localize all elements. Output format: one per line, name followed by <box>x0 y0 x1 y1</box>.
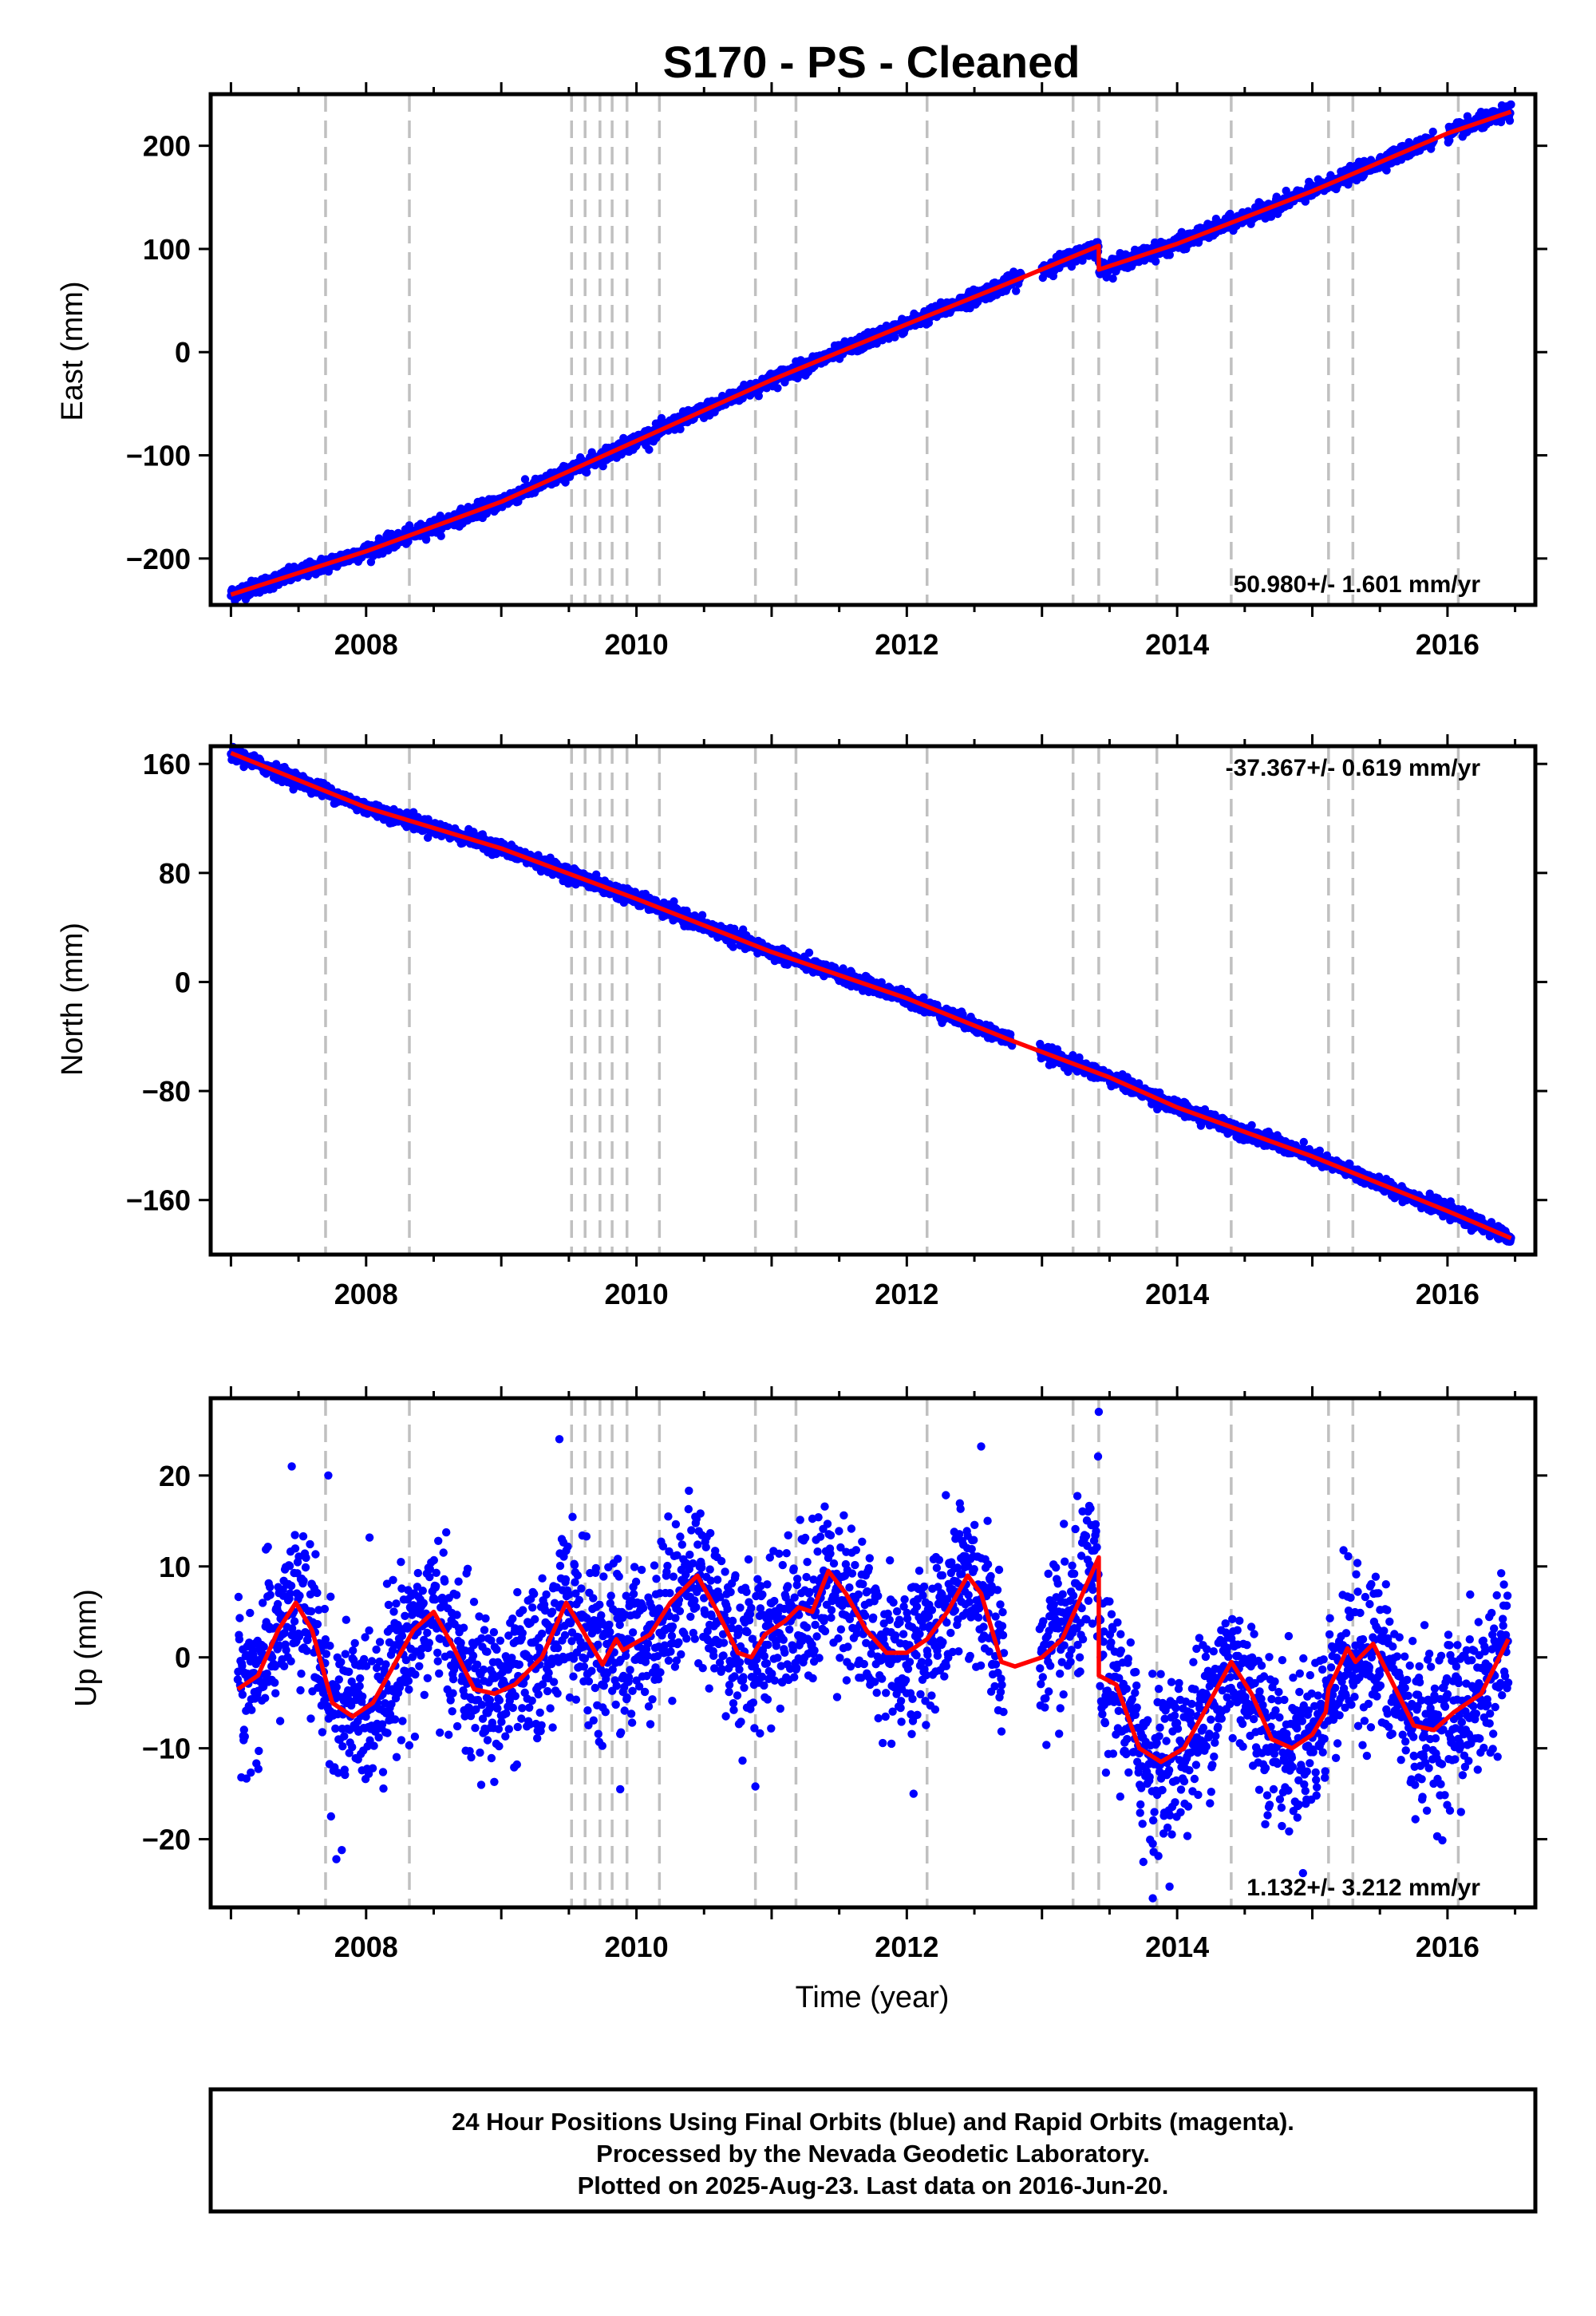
data-point <box>1507 100 1515 109</box>
data-point <box>437 532 445 540</box>
y-tick-label: −100 <box>126 440 191 472</box>
data-points <box>227 742 1515 1247</box>
x-tick-label: 2014 <box>1145 628 1209 661</box>
data-point <box>773 384 782 393</box>
data-point <box>421 536 431 544</box>
rate-label: 50.980+/- 1.601 mm/yr <box>1234 571 1481 598</box>
y-tick-label: 100 <box>143 233 191 266</box>
x-tick-label: 2008 <box>334 628 398 661</box>
x-tick-label: 2012 <box>875 628 938 661</box>
data-point <box>804 948 814 957</box>
y-tick-label: 0 <box>175 336 191 369</box>
data-point <box>1108 274 1117 283</box>
y-tick-label: 200 <box>143 130 191 163</box>
x-tick-label: 2010 <box>605 628 669 661</box>
y-axis-label: East (mm) <box>56 281 89 421</box>
x-tick-label: 2016 <box>1416 628 1479 661</box>
data-point <box>645 445 654 454</box>
data-point <box>729 943 737 951</box>
chart-title: S170 - PS - Cleaned <box>663 37 1080 87</box>
panel-east: East (mm) 200 100 0 −100 −200 2008 2010 2012 201… <box>56 82 1547 661</box>
y-tick-label: −200 <box>126 543 191 575</box>
data-point <box>697 911 707 919</box>
data-point <box>1012 287 1021 295</box>
data-point <box>520 475 530 484</box>
data-point <box>1505 117 1515 125</box>
data-point <box>583 468 591 477</box>
y-axis-label: North (mm) <box>56 923 89 1076</box>
data-point <box>754 392 763 401</box>
data-point <box>1428 127 1437 136</box>
